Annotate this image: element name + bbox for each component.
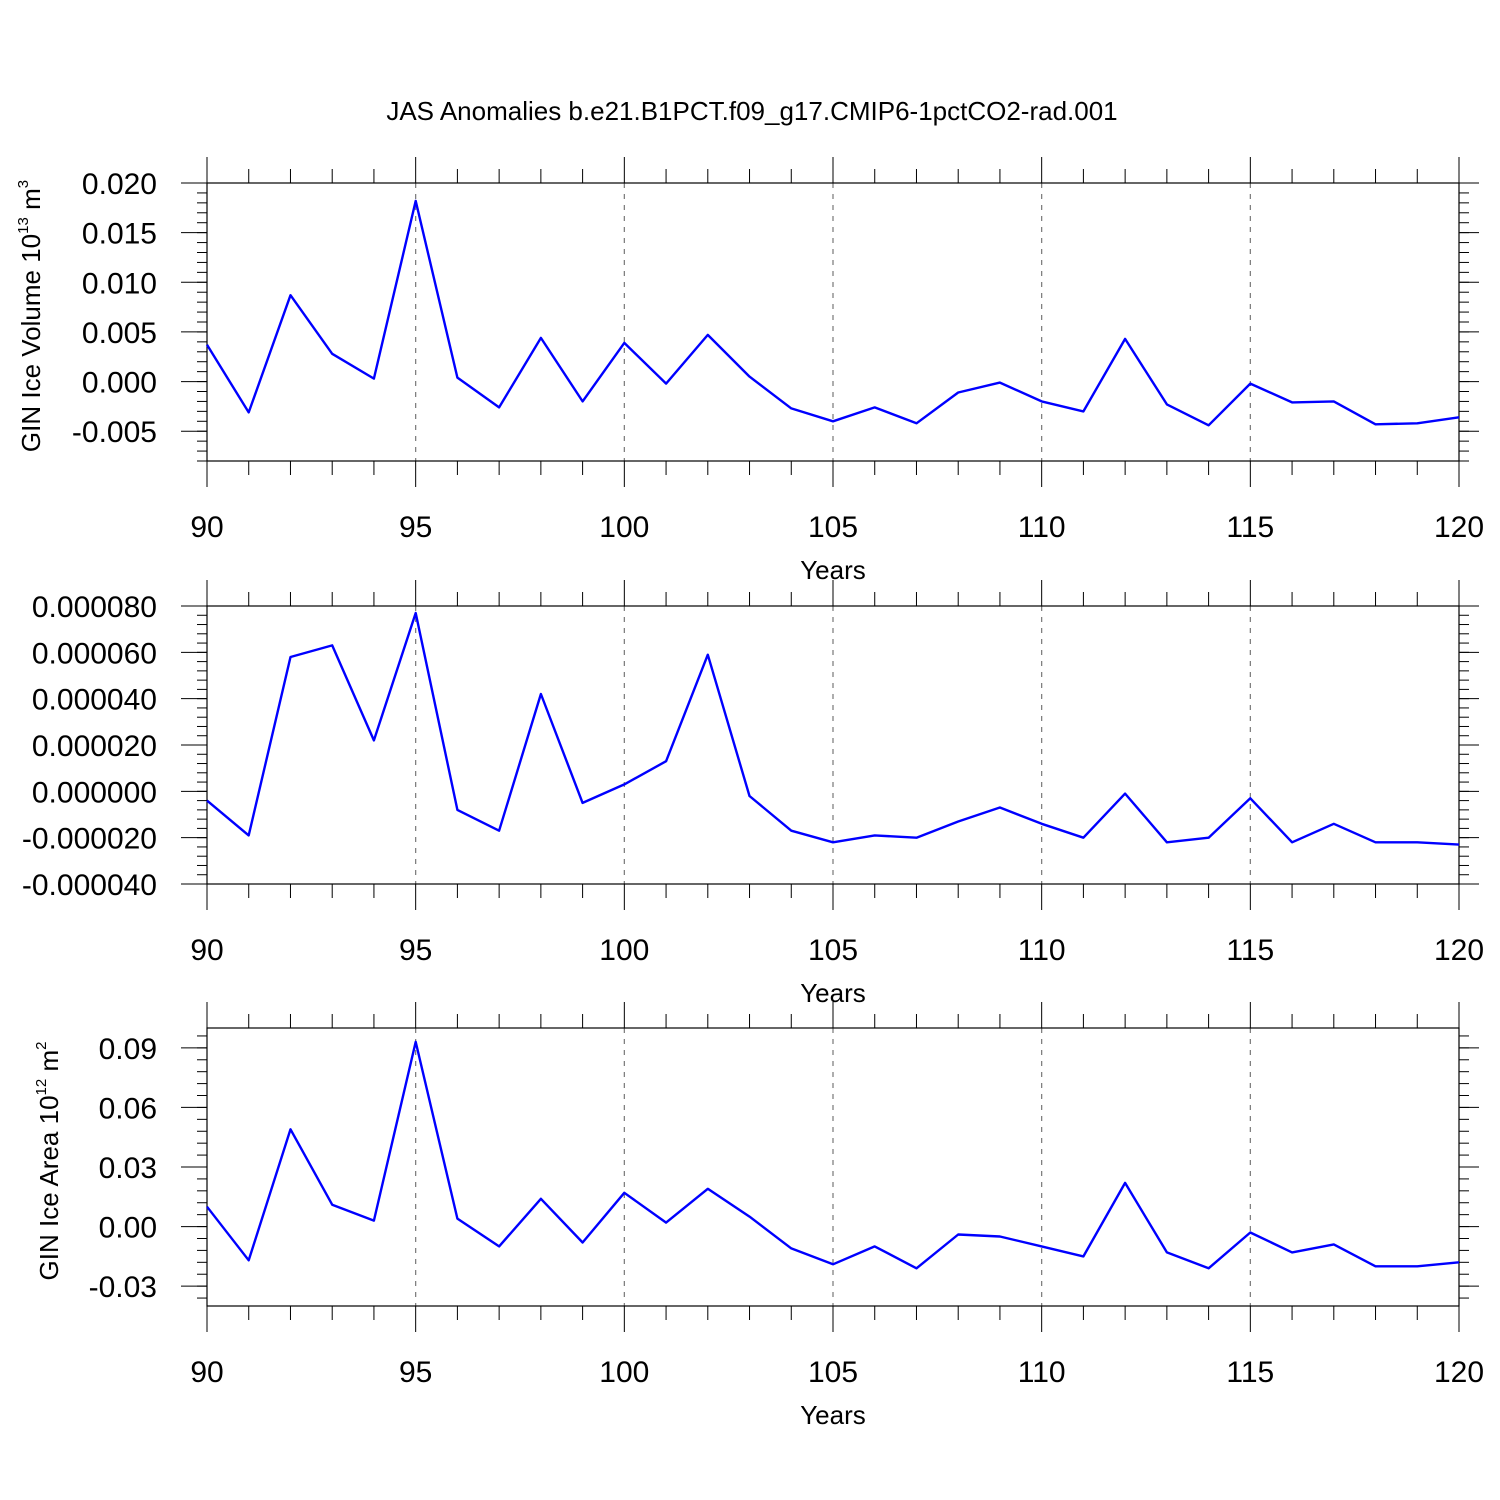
x-tick-label: 115 <box>1226 511 1274 544</box>
x-tick-label: 105 <box>808 511 858 544</box>
y-tick-label: -0.005 <box>72 416 157 449</box>
x-tick-label: 100 <box>599 934 649 967</box>
x-tick-label: 90 <box>190 511 223 544</box>
y-tick-label: 0.00 <box>99 1212 157 1245</box>
y-tick-label: 0.000040 <box>32 684 157 717</box>
chart-title: JAS Anomalies b.e21.B1PCT.f09_g17.CMIP6-… <box>386 96 1117 126</box>
series-line <box>205 199 1460 427</box>
y-tick-label: 0.015 <box>82 218 157 251</box>
x-tick-label: 120 <box>1434 511 1484 544</box>
x-tick-label: 115 <box>1226 1356 1274 1389</box>
x-tick-label: 100 <box>599 1356 649 1389</box>
x-tick-label: 110 <box>1018 1356 1066 1389</box>
x-tick-label: 115 <box>1226 934 1274 967</box>
y-tick-label: 0.03 <box>99 1152 157 1185</box>
x-tick-label: 110 <box>1018 511 1066 544</box>
x-tick-label: 110 <box>1018 934 1066 967</box>
series-line <box>206 1040 1460 1270</box>
y-tick-label: 0.000020 <box>32 730 157 763</box>
x-tick-label: 100 <box>599 511 649 544</box>
y-tick-label: 0.010 <box>82 267 157 300</box>
panel-2: 90 95 100 105 110 115 120 -0.000040 -0.000020 0.0… <box>22 580 1484 1008</box>
x-tick-label: 95 <box>399 934 432 967</box>
x-tick-label: 95 <box>399 511 432 544</box>
y-tick-label: 0.000060 <box>32 637 157 670</box>
x-tick-label: 120 <box>1434 934 1484 967</box>
y-tick-label: -0.000040 <box>22 869 157 902</box>
y-tick-label: 0.000 <box>82 367 157 400</box>
y-tick-label: -0.000020 <box>22 823 157 856</box>
series-line <box>206 611 1460 846</box>
x-tick-label: 120 <box>1434 1356 1484 1389</box>
x-tick-label: 90 <box>190 1356 223 1389</box>
x-tick-label: 105 <box>808 934 858 967</box>
plot-frame <box>206 182 1460 462</box>
y-axis-title: GIN Ice Area 1012 m2 <box>33 1042 64 1281</box>
y-tick-label: 0.005 <box>82 317 157 350</box>
x-tick-label: 105 <box>808 1356 858 1389</box>
y-tick-label: 0.000080 <box>32 591 157 624</box>
panel-1: 90 95 100 105 110 115 120 -0.005 0.000 0.005 0.010… <box>15 157 1484 585</box>
y-tick-label: -0.03 <box>89 1271 157 1304</box>
y-tick-label: 0.06 <box>99 1092 157 1125</box>
panel-3: 90 95 100 105 110 115 120 -0.03 0.00 0.03 0.06 0.09… <box>33 1002 1484 1430</box>
x-axis-title: Years <box>800 1400 866 1430</box>
x-tick-label: 90 <box>190 934 223 967</box>
y-tick-label: 0.09 <box>99 1033 157 1066</box>
x-tick-label: 95 <box>399 1356 432 1389</box>
y-tick-label: 0.000000 <box>32 776 157 809</box>
y-axis-title: GIN Ice Volume 1013 m3 <box>15 180 46 452</box>
y-tick-label: 0.020 <box>82 168 157 201</box>
